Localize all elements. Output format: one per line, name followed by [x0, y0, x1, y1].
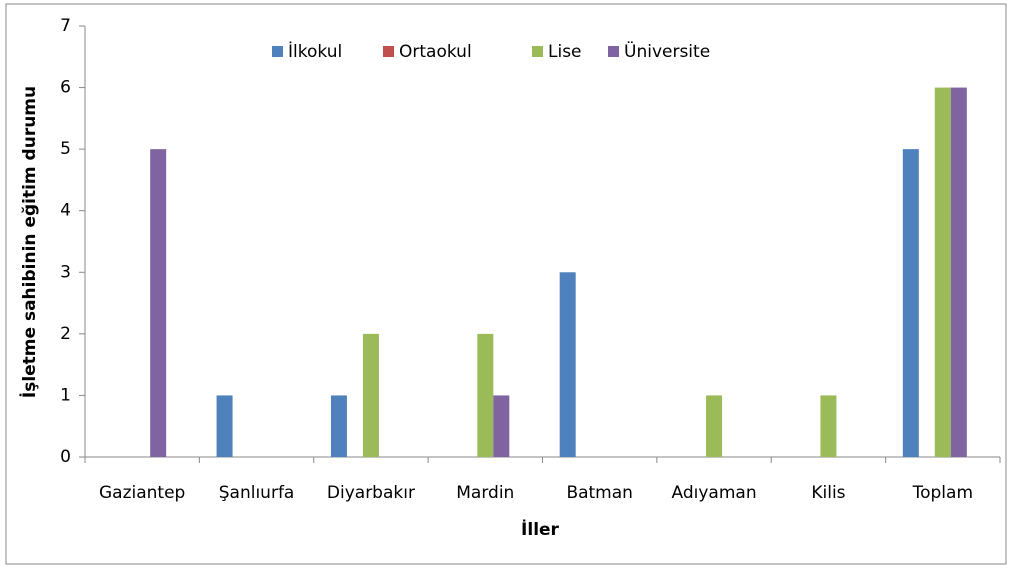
- legend-label: Üniversite: [624, 40, 710, 62]
- y-axis-title: İşletme sahibinin eğitim durumu: [18, 86, 40, 398]
- legend-label: Lise: [548, 42, 582, 62]
- x-tick-label: Gaziantep: [99, 483, 185, 503]
- x-tick-label: Adıyaman: [672, 483, 757, 503]
- y-tick-label: 7: [60, 16, 71, 36]
- y-tick-label: 4: [60, 201, 71, 221]
- bar: [330, 395, 347, 457]
- legend-swatch: [272, 46, 283, 57]
- y-tick-label: 1: [60, 385, 71, 405]
- y-tick-label: 5: [60, 139, 71, 159]
- bar: [902, 149, 919, 457]
- legend-label: Ortaokul: [399, 42, 472, 62]
- y-tick-label: 6: [60, 78, 71, 98]
- legend-swatch: [608, 46, 619, 57]
- bar: [706, 395, 723, 457]
- legend-swatch: [532, 46, 543, 57]
- x-tick-label: Şanlıurfa: [219, 483, 295, 503]
- bar: [362, 333, 379, 457]
- bar: [820, 395, 837, 457]
- x-axis-title: İller: [521, 518, 560, 540]
- bar: [934, 87, 951, 458]
- bar: [477, 333, 494, 457]
- x-tick-label: Diyarbakır: [327, 483, 415, 503]
- x-tick-label: Kilis: [811, 483, 845, 503]
- bar: [216, 395, 233, 457]
- bar: [559, 272, 576, 457]
- bar: [493, 395, 510, 457]
- x-tick-label: Toplam: [912, 483, 973, 503]
- x-tick-label: Mardin: [456, 483, 514, 503]
- legend-swatch: [383, 46, 394, 57]
- bar: [950, 87, 967, 458]
- chart-frame: [5, 3, 1007, 565]
- x-tick-label: Batman: [566, 483, 633, 503]
- y-tick-label: 2: [60, 324, 71, 344]
- y-tick-label: 3: [60, 262, 71, 282]
- bar: [150, 149, 167, 457]
- legend-label: İlkokul: [288, 41, 342, 62]
- y-tick-label: 0: [60, 447, 71, 467]
